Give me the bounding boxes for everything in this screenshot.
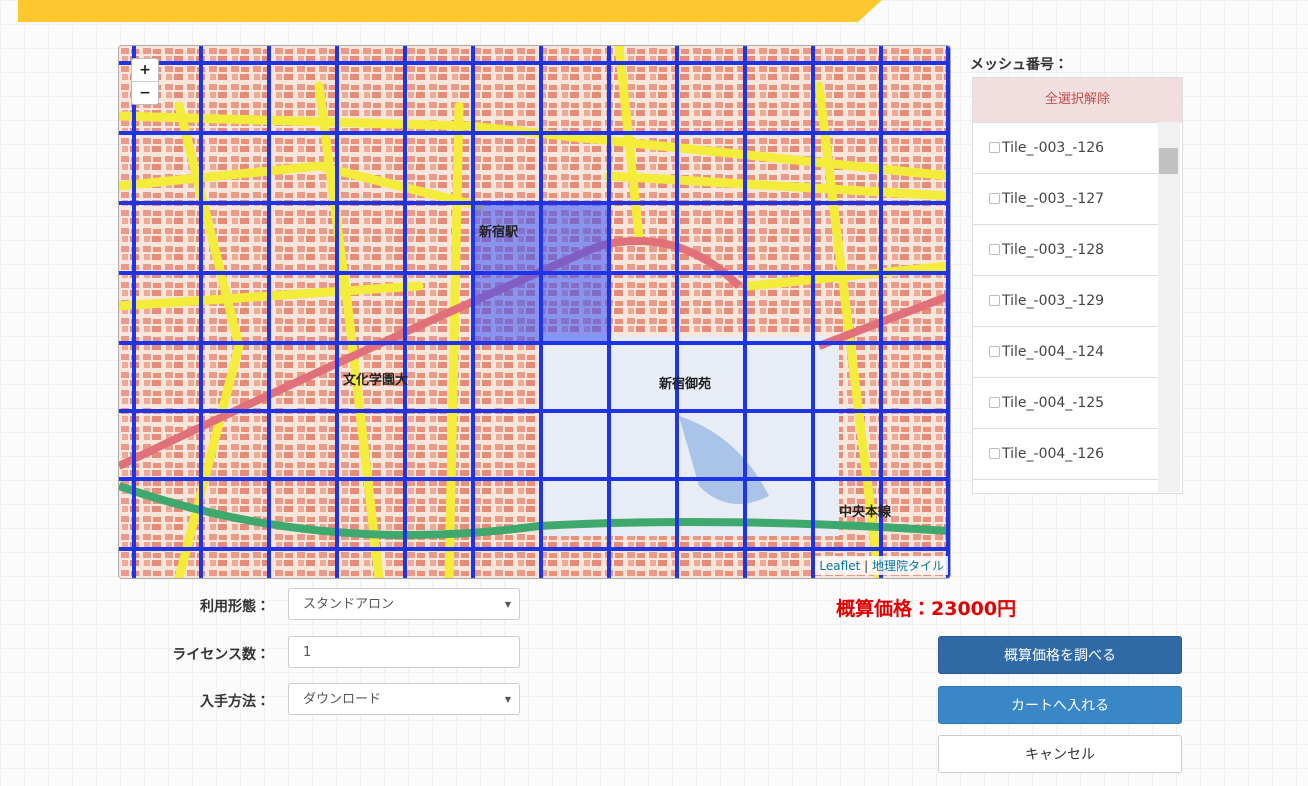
tile-item[interactable]: Tile_-003_-126 (973, 123, 1159, 174)
price: 概算価格：23000円 (836, 598, 1017, 620)
field-label: 利用形態： (200, 599, 270, 615)
map-label: 中央本線 (839, 504, 892, 520)
map-label: 新宿駅 (478, 224, 519, 240)
checkbox[interactable] (989, 397, 1000, 408)
mesh-title: メッシュ番号： (970, 57, 1068, 73)
tile-name: Tile_-003_-126 (1002, 140, 1105, 156)
tile-name: Tile_-003_-128 (1002, 242, 1105, 258)
scrollbar-thumb[interactable] (1159, 148, 1178, 174)
attribution: Leaflet | 地理院タイル (815, 556, 948, 575)
cancel-button[interactable]: キャンセル (938, 735, 1182, 773)
tile-name: Tile_-004_-125 (1002, 395, 1105, 411)
scrollbar[interactable] (1158, 122, 1180, 492)
tile-item[interactable]: Tile_-003_-129 (973, 276, 1159, 327)
checkbox[interactable] (989, 448, 1000, 459)
cart-button[interactable]: カートへ入れる (938, 686, 1182, 724)
tile-item[interactable]: Tile_-003_-128 (973, 225, 1159, 276)
tile-name: Tile_-003_-129 (1002, 293, 1105, 309)
field-value: スタンドアロン (303, 597, 395, 612)
dropdown-arrow: ▼ (504, 695, 511, 704)
dropdown-arrow: ▼ (504, 600, 511, 609)
tile-name: Tile_-004_-124 (1002, 344, 1105, 360)
zoom-control: + − (131, 58, 159, 105)
field-label: 入手方法： (200, 694, 270, 710)
map-canvas[interactable]: 新宿御苑 文化学園大 中央本線 新宿駅 (119, 46, 950, 578)
map-label: 新宿御苑 (658, 376, 711, 392)
tile-item[interactable]: Tile_-004_-125 (973, 378, 1159, 429)
tile-item[interactable]: Tile_-004_-126 (973, 429, 1159, 480)
checkbox[interactable] (989, 142, 1000, 153)
attribution-link[interactable]: 地理院タイル (871, 559, 944, 573)
banner (18, 0, 882, 22)
tile-item[interactable]: Tile_-004_-124 (973, 327, 1159, 378)
text-input[interactable]: 1 (288, 636, 520, 668)
checkbox[interactable] (989, 295, 1000, 306)
map-label: 文化学園大 (343, 372, 408, 388)
zoom-in[interactable]: + (139, 62, 151, 78)
checkbox[interactable] (989, 193, 1000, 204)
tile-name: Tile_-003_-127 (1002, 191, 1105, 207)
field-label: ライセンス数： (172, 647, 270, 663)
select[interactable]: ダウンロード ▼ (288, 683, 520, 715)
clear-all-button[interactable]: 全選択解除 (973, 78, 1182, 123)
attribution-link[interactable]: Leaflet (819, 559, 861, 573)
field-value: 1 (303, 645, 312, 660)
estimate-button[interactable]: 概算価格を調べる (938, 636, 1182, 674)
checkbox[interactable] (989, 346, 1000, 357)
mesh-list: 全選択解除 Tile_-003_-126 Tile_-003_-127 Tile_-… (972, 77, 1183, 494)
map[interactable]: 新宿御苑 文化学園大 中央本線 新宿駅 (118, 45, 951, 579)
select[interactable]: スタンドアロン ▼ (288, 588, 520, 620)
attribution-separator: | (864, 559, 869, 573)
checkbox[interactable] (989, 244, 1000, 255)
tile-item[interactable]: Tile_-003_-127 (973, 174, 1159, 225)
field-value: ダウンロード (303, 692, 382, 707)
zoom-out[interactable]: − (132, 81, 158, 104)
tile-name: Tile_-004_-126 (1002, 446, 1105, 462)
